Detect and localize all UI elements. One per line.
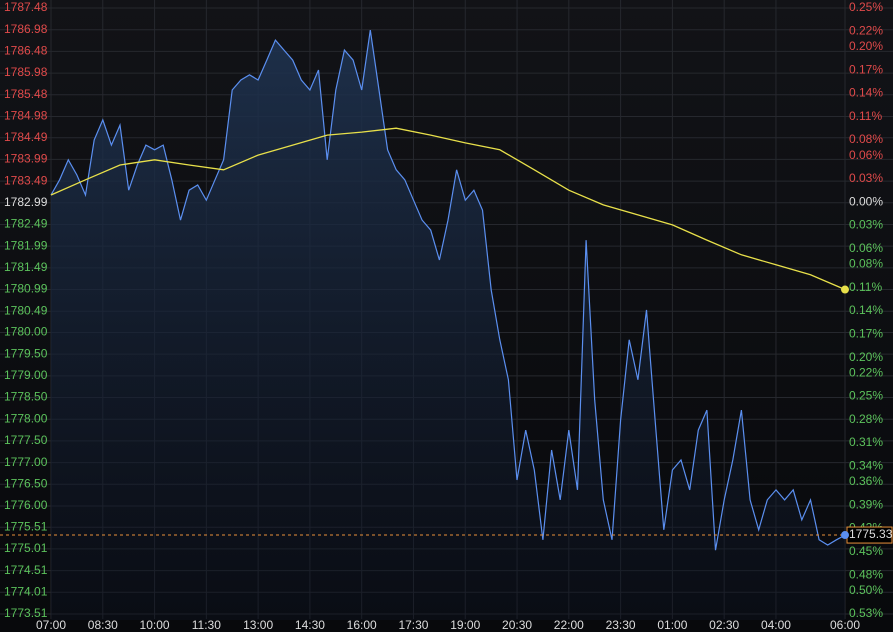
y-tick-label: 1782.99 (4, 195, 48, 209)
y2-tick-label: 0.11% (849, 109, 882, 123)
y2-tick-label: 0.25% (849, 0, 883, 14)
y-tick-label: 1781.99 (4, 238, 48, 252)
y2-tick-label: 0.14% (849, 86, 883, 100)
y-tick-label: 1778.00 (4, 411, 48, 425)
y-tick-label: 1774.01 (4, 584, 48, 598)
y2-tick-label: 0.22% (849, 365, 883, 379)
y-tick-label: 1783.49 (4, 173, 48, 187)
series-line (50, 127, 846, 291)
y-tick-label: 1773.51 (4, 606, 48, 620)
y-tick-label: 1785.48 (4, 87, 48, 101)
y-tick-label: 1780.49 (4, 303, 48, 317)
series-line (50, 30, 846, 551)
y-tick-label: 1786.48 (4, 44, 48, 58)
x-tick-label: 13:00 (243, 618, 273, 632)
y2-tick-label: 0.25% (849, 389, 883, 403)
y-tick-label: 1782.49 (4, 217, 48, 231)
y-tick-label: 1776.00 (4, 498, 48, 512)
y2-tick-label: 0.50% (849, 583, 883, 597)
y2-tick-label: 0.34% (849, 459, 883, 473)
x-tick-label: 01:00 (657, 618, 687, 632)
y2-tick-label: 0.53% (849, 606, 883, 620)
x-tick-label: 02:30 (709, 618, 739, 632)
x-tick-label: 11:30 (192, 618, 221, 632)
x-tick-label: 08:30 (88, 618, 118, 632)
y-tick-label: 1778.50 (4, 390, 48, 404)
y-tick-label: 1785.98 (4, 65, 48, 79)
y-tick-label: 1776.50 (4, 476, 48, 490)
y2-tick-label: 0.28% (849, 412, 883, 426)
y-tick-label: 1779.00 (4, 368, 48, 382)
x-tick-label: 22:00 (554, 618, 584, 632)
y2-tick-label: 0.17% (849, 326, 883, 340)
y2-tick-label: 0.11% (849, 280, 882, 294)
x-tick-label: 10:00 (140, 618, 170, 632)
y2-tick-label: 0.22% (849, 23, 883, 37)
y-tick-label: 1780.99 (4, 282, 48, 296)
y-tick-label: 1786.98 (4, 22, 48, 36)
y-tick-label: 1775.51 (4, 519, 48, 533)
y2-tick-label: 0.20% (849, 350, 883, 364)
y-tick-label: 1777.50 (4, 433, 48, 447)
y-tick-label: 1781.49 (4, 260, 48, 274)
y-tick-label: 1774.51 (4, 563, 48, 577)
x-tick-label: 07:00 (36, 618, 66, 632)
y2-tick-label: 0.08% (849, 132, 883, 146)
end-dot (841, 285, 849, 294)
x-tick-label: 14:30 (295, 618, 325, 632)
x-tick-label: 04:00 (761, 618, 791, 632)
y-tick-label: 1784.49 (4, 130, 48, 144)
y2-tick-label: 0.36% (849, 474, 883, 488)
y2-tick-label: 0.48% (849, 567, 883, 581)
y-tick-label: 1787.48 (4, 0, 48, 14)
y2-tick-label: 0.06% (849, 241, 883, 255)
y2-tick-label: 0.03% (849, 171, 883, 185)
y2-tick-label: 0.00% (849, 194, 883, 208)
y-tick-label: 1775.01 (4, 541, 48, 555)
y2-tick-label: 0.20% (849, 39, 883, 53)
y-tick-label: 1784.98 (4, 109, 48, 123)
y2-tick-label: 0.45% (849, 544, 883, 558)
last-value-label: 1775.33 (849, 527, 893, 541)
x-tick-label: 20:30 (502, 618, 532, 632)
y2-tick-label: 0.39% (849, 497, 883, 511)
y2-tick-label: 0.06% (849, 148, 883, 162)
x-tick-label: 16:00 (347, 618, 377, 632)
y-tick-label: 1777.00 (4, 455, 48, 469)
y-tick-label: 1779.50 (4, 346, 48, 360)
x-tick-label: 23:30 (606, 618, 636, 632)
y-tick-label: 1783.99 (4, 152, 48, 166)
y2-tick-label: 0.17% (849, 62, 883, 76)
y2-tick-label: 0.31% (849, 435, 883, 449)
x-tick-label: 06:00 (830, 618, 860, 632)
y2-tick-label: 0.03% (849, 218, 883, 232)
x-tick-label: 19:00 (450, 618, 480, 632)
y2-tick-label: 0.08% (849, 257, 883, 271)
price-area (51, 30, 845, 621)
y-tick-label: 1780.00 (4, 325, 48, 339)
y2-tick-label: 0.14% (849, 303, 883, 317)
x-tick-label: 17:30 (398, 618, 428, 632)
end-dot (841, 531, 849, 540)
